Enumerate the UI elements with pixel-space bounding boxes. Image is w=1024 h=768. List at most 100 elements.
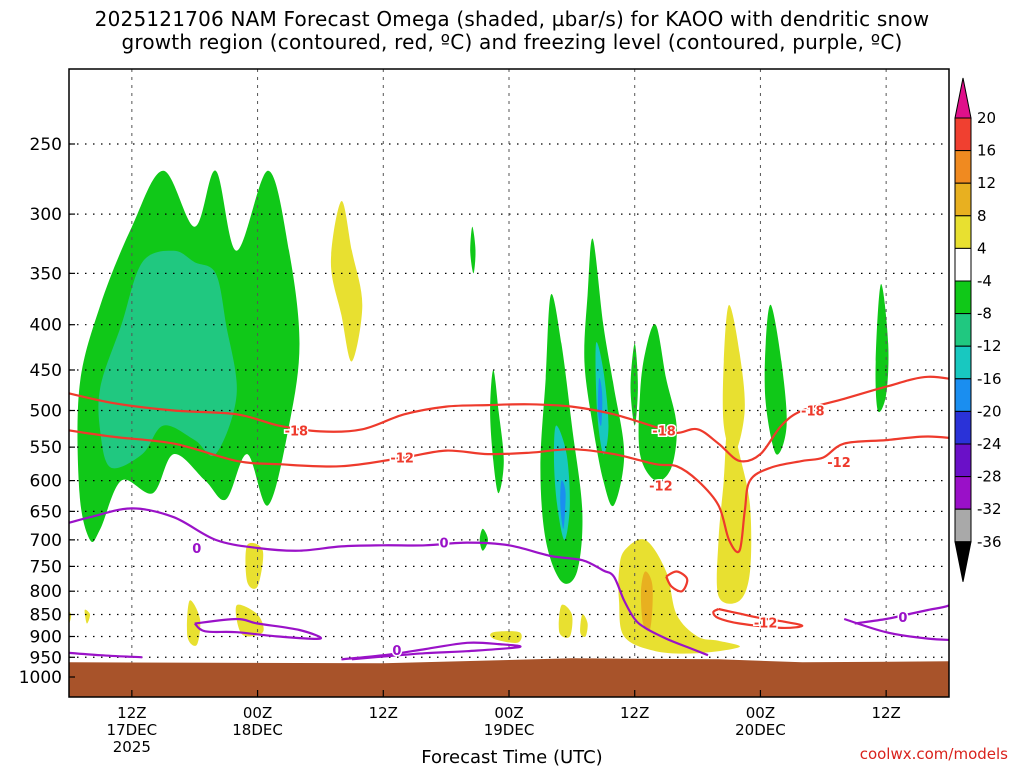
- ground-terrain: [69, 658, 949, 697]
- x-tick-label-3-1: 19DEC: [484, 721, 535, 739]
- freezing-level-contour-7: [341, 641, 522, 661]
- colorbar-box-4: [954, 247, 972, 282]
- x-tick-label-0-0: 12Z: [117, 704, 146, 722]
- colorbar-box-6: [954, 313, 972, 347]
- omega-region-5: [490, 370, 504, 494]
- x-tick-label-6-0: 12Z: [871, 704, 900, 722]
- omega-region-21: [186, 600, 201, 646]
- contour-label-0: -18: [285, 425, 309, 440]
- title-line-2: growth region (contoured, red, ºC) and f…: [121, 30, 903, 54]
- omega-region-18: [716, 410, 752, 604]
- omega-region-3: [330, 201, 363, 362]
- y-tick-label-550: 550: [30, 438, 62, 458]
- omega-region-6: [479, 528, 488, 551]
- omega-region-25: [84, 609, 91, 624]
- x-tick-label-2-0: 12Z: [369, 704, 398, 722]
- x-tick-label-0-2: 2025: [113, 738, 151, 756]
- contour-label-2: -18: [652, 425, 676, 440]
- dgz-contour-2: [712, 607, 804, 630]
- colorbar-label-2: 12: [977, 174, 996, 192]
- y-tick-label-650: 650: [30, 502, 62, 522]
- freezing-level-contour-6: [69, 651, 143, 659]
- contour-labels: -18 -12 -18 -12 -18 -12 -12 0 0 0 0: [191, 403, 909, 660]
- omega-region-17: [875, 284, 889, 413]
- y-tick-label-1000: 1000: [19, 668, 62, 688]
- y-tick-label-400: 400: [30, 316, 62, 336]
- freezing-level-contour-4: [69, 507, 709, 657]
- x-tick-label-5-0: 00Z: [746, 704, 775, 722]
- x-axis-label: Forecast Time (UTC): [421, 747, 603, 768]
- colorbar-label-5: -4: [977, 272, 992, 290]
- colorbar-box-11: [954, 476, 972, 510]
- colorbar-box-3: [954, 215, 972, 249]
- colorbar-label-10: -24: [977, 435, 1002, 453]
- colorbar-box-1: [954, 150, 972, 184]
- contour-label-4: -18: [801, 405, 825, 420]
- colorbar-box-8: [954, 378, 972, 412]
- chart-title: 2025121706 NAM Forecast Omega (shaded, µ…: [0, 8, 1024, 54]
- colorbar-label-0: 20: [977, 109, 996, 127]
- y-tick-label-950: 950: [30, 648, 62, 668]
- omega-region-16: [764, 304, 787, 455]
- contour-lines: [69, 375, 949, 661]
- y-tick-label-700: 700: [30, 531, 62, 551]
- colorbar-label-8: -16: [977, 370, 1002, 388]
- omega-region-9: [560, 480, 566, 529]
- omega-region-26: [490, 631, 522, 644]
- contour-label-7: 0: [192, 542, 201, 557]
- colorbar-box-10: [954, 443, 972, 478]
- colorbar-label-11: -28: [977, 468, 1002, 486]
- title-line-1: 2025121706 NAM Forecast Omega (shaded, µ…: [94, 7, 930, 31]
- colorbar-label-12: -32: [977, 500, 1002, 518]
- y-tick-label-750: 750: [30, 557, 62, 577]
- freezing-level-contour-8: [854, 604, 949, 625]
- y-tick-label-500: 500: [30, 402, 62, 422]
- colorbar-label-6: -8: [977, 305, 992, 323]
- y-tick-label-800: 800: [30, 582, 62, 602]
- colorbar-label-4: 4: [977, 239, 987, 257]
- freezing-level-contour-9: [843, 617, 949, 642]
- terrain: [69, 658, 949, 697]
- omega-region-28: [580, 614, 588, 637]
- omega-shading: [69, 170, 889, 654]
- colorbar-box-5: [954, 280, 972, 315]
- omega-region-10: [584, 238, 625, 507]
- y-tick-label-600: 600: [30, 472, 62, 492]
- omega-region-13: [638, 324, 677, 482]
- y-tick-label-850: 850: [30, 606, 62, 626]
- y-tick-label-900: 900: [30, 627, 62, 647]
- colorbar-label-7: -12: [977, 337, 1002, 355]
- x-tick-label-3-0: 00Z: [494, 704, 523, 722]
- dgz-contour-0: [69, 375, 949, 463]
- y-axis: 2503003504004505005506006507007508008509…: [19, 135, 75, 688]
- colorbar-top-arrow: [954, 77, 972, 119]
- site-credit: coolwx.com/models: [859, 745, 1008, 763]
- contour-label-1: -12: [390, 451, 414, 466]
- contour-label-5: -12: [827, 456, 851, 471]
- dgz-contour-1: [69, 429, 949, 554]
- colorbar-bottom-arrow: [954, 541, 972, 582]
- y-tick-label-450: 450: [30, 361, 62, 381]
- colorbar-box-12: [954, 508, 972, 543]
- y-tick-label-350: 350: [30, 264, 62, 284]
- colorbar-box-2: [954, 182, 972, 217]
- x-tick-label-0-1: 17DEC: [107, 721, 158, 739]
- freezing-level-contour-5: [193, 617, 323, 640]
- contour-label-6: -12: [754, 617, 778, 632]
- contour-label-3: -12: [649, 480, 673, 495]
- contour-label-10: 0: [898, 611, 907, 626]
- colorbar-label-9: -20: [977, 402, 1002, 420]
- x-tick-label-1-0: 00Z: [243, 704, 272, 722]
- omega-region-14: [630, 343, 638, 426]
- colorbar-label-1: 16: [977, 142, 996, 160]
- colorbar-box-0: [954, 117, 972, 152]
- omega-region-20: [640, 571, 653, 631]
- omega-region-2: [171, 271, 227, 413]
- x-tick-label-1-1: 18DEC: [232, 721, 283, 739]
- x-tick-label-5-1: 20DEC: [735, 721, 786, 739]
- colorbar-label-13: -36: [977, 533, 1002, 551]
- contour-label-9: 0: [392, 644, 401, 659]
- x-tick-label-4-0: 12Z: [620, 704, 649, 722]
